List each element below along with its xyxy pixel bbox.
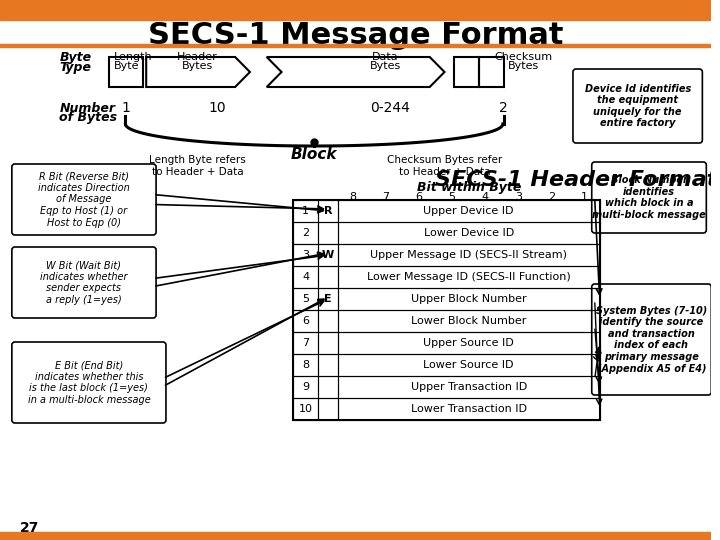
Text: Bytes: Bytes [182,61,213,71]
Text: Block Number
identifies
which block in a
multi-block message: Block Number identifies which block in a… [592,175,706,220]
Text: 6: 6 [415,192,423,202]
Text: Checksum Bytes refer
to Header + Data: Checksum Bytes refer to Header + Data [387,155,502,177]
Text: 1: 1 [121,101,130,115]
Bar [338,222,600,244]
Text: Type: Type [59,60,91,73]
Text: Upper Transaction ID: Upper Transaction ID [410,382,527,392]
Bar [338,332,600,354]
Bar [318,288,338,310]
Text: Upper Device ID: Upper Device ID [423,206,514,216]
Bar [338,288,600,310]
Bar [0,532,711,540]
Text: Lower Transaction ID: Lower Transaction ID [410,404,527,414]
Text: R Bit (Reverse Bit)
indicates Direction
of Message
Eqp to Host (1) or
Host to Eq: R Bit (Reverse Bit) indicates Direction … [38,171,130,228]
Text: Byte: Byte [114,61,139,71]
Text: Upper Message ID (SECS-II Stream): Upper Message ID (SECS-II Stream) [370,250,567,260]
Text: 8: 8 [349,192,356,202]
Text: 4: 4 [302,272,310,282]
Text: 3: 3 [515,192,522,202]
Text: Data: Data [372,52,399,62]
Text: Upper Source ID: Upper Source ID [423,338,514,348]
Bar [338,266,600,288]
Bar [479,57,504,87]
Bar [293,200,600,420]
Text: 27: 27 [19,521,39,535]
Text: SECS-1 Header Format: SECS-1 Header Format [435,170,717,190]
Text: Bit within Byte: Bit within Byte [417,181,521,194]
Bar [318,244,338,266]
Text: Length Byte refers
to Header + Data: Length Byte refers to Header + Data [149,155,246,177]
Bar [293,310,318,332]
Bar [318,398,338,420]
Text: Bytes: Bytes [369,61,401,71]
Text: 2: 2 [302,228,310,238]
Text: R: R [324,206,332,216]
Text: 5: 5 [302,294,310,304]
Bar [318,332,338,354]
Text: 2: 2 [548,192,555,202]
Bar [293,244,318,266]
Text: Lower Block Number: Lower Block Number [411,316,526,326]
Text: 5: 5 [449,192,456,202]
Bar [338,244,600,266]
Text: 2: 2 [500,101,508,115]
Text: Device Id identifies
the equipment
uniquely for the
entire factory: Device Id identifies the equipment uniqu… [585,84,690,129]
Text: W: W [322,250,334,260]
Bar [293,332,318,354]
Text: 6: 6 [302,316,310,326]
Bar [293,266,318,288]
Text: Number: Number [59,102,115,114]
Text: Lower Device ID: Lower Device ID [423,228,514,238]
Text: 0-244: 0-244 [370,101,410,115]
Bar [293,222,318,244]
Text: Upper Block Number: Upper Block Number [411,294,526,304]
Text: SECS-1 Message Format: SECS-1 Message Format [148,21,563,50]
Text: Header: Header [177,52,218,62]
Bar [293,200,318,222]
Text: Bytes: Bytes [508,61,539,71]
Bar [109,57,143,87]
Bar [338,200,600,222]
Text: of Bytes: of Bytes [59,111,117,125]
Bar [338,354,600,376]
Bar [318,222,338,244]
Text: W Bit (Wait Bit)
indicates whether
sender expects
a reply (1=yes): W Bit (Wait Bit) indicates whether sende… [40,260,127,305]
Text: E: E [324,294,332,304]
Text: 1: 1 [581,192,588,202]
Bar [318,200,338,222]
Bar [293,376,318,398]
Text: Byte: Byte [59,51,91,64]
Text: 7: 7 [382,192,390,202]
Text: 1: 1 [302,206,310,216]
Bar [338,310,600,332]
Text: System Bytes (7-10)
identify the source
and transaction
index of each
primary me: System Bytes (7-10) identify the source … [596,306,707,374]
Bar [293,398,318,420]
Text: 4: 4 [482,192,489,202]
Bar [338,398,600,420]
Text: 3: 3 [302,250,310,260]
Text: 8: 8 [302,360,310,370]
Bar [0,44,711,47]
Text: Lower Source ID: Lower Source ID [423,360,514,370]
Text: 9: 9 [302,382,310,392]
Bar [318,354,338,376]
Bar [318,376,338,398]
Text: Length: Length [114,52,152,62]
Bar [454,57,479,87]
Text: 10: 10 [299,404,312,414]
Bar [293,288,318,310]
Bar [318,266,338,288]
Text: Checksum: Checksum [495,52,553,62]
Bar [338,376,600,398]
Text: 10: 10 [209,101,226,115]
Text: 7: 7 [302,338,310,348]
Bar [0,0,711,20]
Bar [293,354,318,376]
Text: Block: Block [291,147,338,162]
Text: E Bit (End Bit)
indicates whether this
is the last block (1=yes)
in a multi-bloc: E Bit (End Bit) indicates whether this i… [27,360,150,405]
Text: Lower Message ID (SECS-II Function): Lower Message ID (SECS-II Function) [367,272,571,282]
Bar [318,310,338,332]
